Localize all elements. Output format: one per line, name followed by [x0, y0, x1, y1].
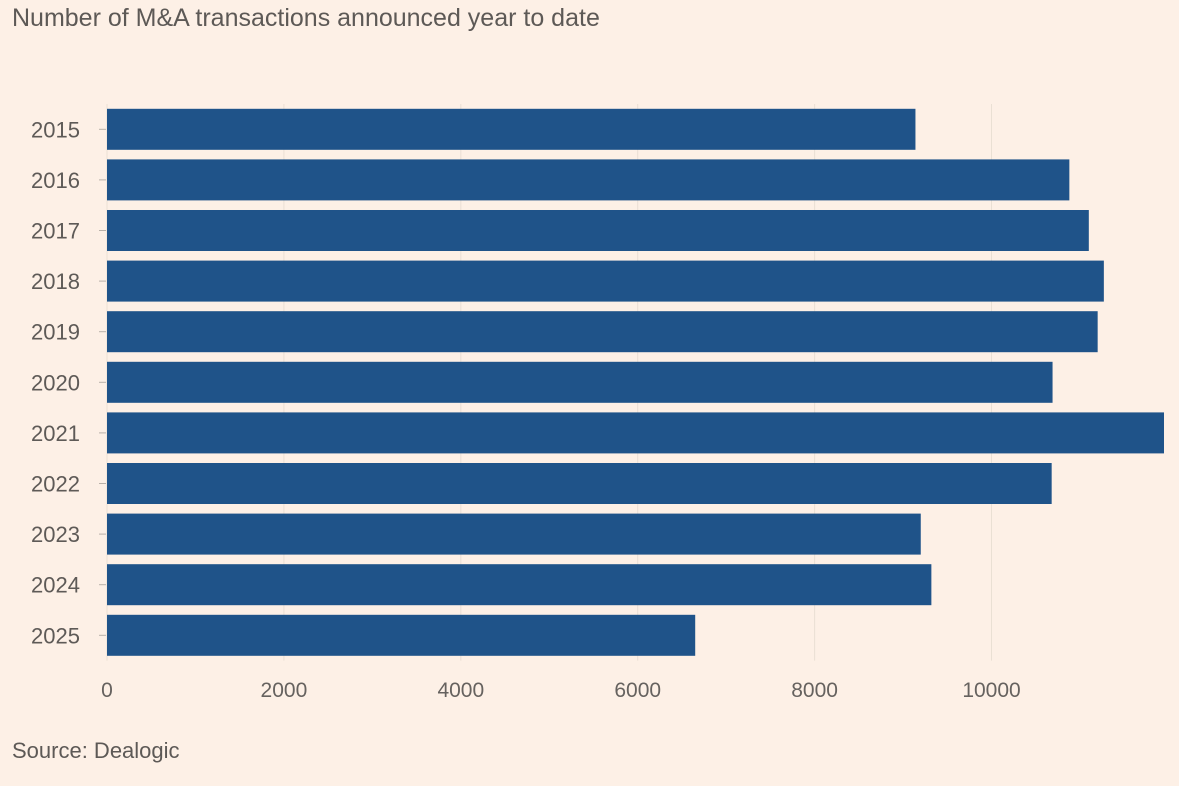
xtick-label-8000: 8000 — [791, 679, 838, 702]
chart-title: Number of M&A transactions announced yea… — [12, 4, 600, 32]
xtick-label-4000: 4000 — [437, 679, 484, 702]
xtick-label-2000: 2000 — [261, 679, 308, 702]
bar-2021 — [107, 412, 1164, 454]
bar-2025 — [107, 614, 696, 656]
xtick-label-6000: 6000 — [614, 679, 661, 702]
ytick-label-2018: 2018 — [31, 269, 80, 294]
ytick-label-2025: 2025 — [31, 623, 80, 648]
ytick-label-2021: 2021 — [31, 421, 80, 446]
y-axis: 2015 2016 2017 2018 2019 2020 2021 2022 2023 2024… — [31, 117, 106, 648]
bar-2024 — [107, 564, 932, 606]
ytick-label-2020: 2020 — [31, 370, 80, 395]
bar-2019 — [107, 311, 1098, 353]
bar-2022 — [107, 463, 1052, 504]
bar-2017 — [107, 210, 1089, 251]
xtick-label-10000: 10000 — [962, 679, 1020, 702]
xtick-label-0: 0 — [101, 679, 113, 702]
source-note: Source: Dealogic — [12, 738, 180, 763]
bar-2023 — [107, 513, 921, 555]
x-axis: 0 2000 4000 6000 8000 10000 — [101, 679, 1021, 702]
ytick-label-2015: 2015 — [31, 117, 80, 142]
ytick-label-2024: 2024 — [31, 573, 80, 598]
bar-2015 — [107, 108, 916, 150]
bar-2020 — [107, 361, 1053, 403]
bar-2018 — [107, 260, 1104, 302]
ytick-label-2023: 2023 — [31, 522, 80, 547]
ytick-label-2017: 2017 — [31, 219, 80, 244]
ytick-label-2022: 2022 — [31, 472, 80, 497]
bar-2016 — [107, 159, 1070, 201]
ytick-label-2019: 2019 — [31, 320, 80, 345]
ytick-label-2016: 2016 — [31, 168, 80, 193]
bars — [107, 108, 1164, 656]
